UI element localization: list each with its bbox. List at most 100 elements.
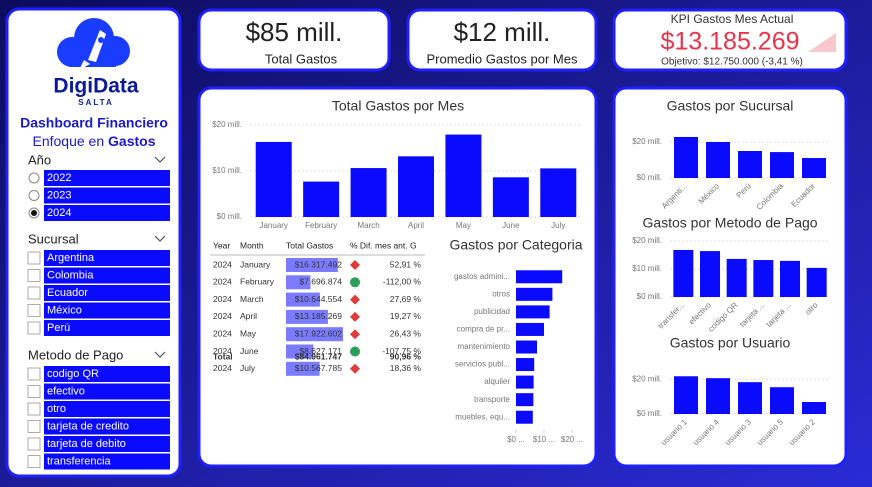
bar xyxy=(770,152,794,178)
filter-option-label[interactable]: Perú xyxy=(47,322,70,334)
table-cell: February xyxy=(240,277,275,287)
table-header: Total Gastos xyxy=(286,240,333,250)
sidebar-title: Dashboard Financiero xyxy=(20,115,168,131)
y-tick-label: $10 mill. xyxy=(632,264,662,273)
bar xyxy=(516,375,534,389)
filter-option[interactable] xyxy=(44,366,170,382)
checkbox[interactable] xyxy=(27,251,41,265)
filter-header: Año xyxy=(28,152,51,167)
y-tick-label: muebles, equ... xyxy=(455,412,510,421)
bar xyxy=(738,382,762,414)
filter-option[interactable] xyxy=(44,320,170,336)
y-tick-label: $0 mill. xyxy=(637,409,662,418)
status-icon xyxy=(350,363,360,374)
filter-option[interactable] xyxy=(44,401,170,417)
table-cell: June xyxy=(240,346,259,356)
radio[interactable] xyxy=(28,190,40,201)
status-icon xyxy=(350,294,360,305)
table-cell: 2024 xyxy=(213,363,232,373)
bar xyxy=(516,305,550,319)
data-bar xyxy=(286,361,320,376)
y-tick-label: $0 mill. xyxy=(637,173,662,182)
data-bar xyxy=(286,292,320,307)
data-bar xyxy=(286,327,343,342)
chart-title: Total Gastos por Mes xyxy=(332,98,464,114)
bar xyxy=(445,134,482,217)
chevron xyxy=(154,235,166,242)
table-total: $84.961.747 xyxy=(295,351,343,361)
filter-option[interactable] xyxy=(44,170,170,186)
kpi-panel xyxy=(197,8,391,72)
table-total: Total xyxy=(213,351,233,361)
filter-option-label[interactable]: transferencia xyxy=(47,455,111,467)
y-tick-label: $20 mill. xyxy=(632,137,662,146)
filter-option-label[interactable]: Argentina xyxy=(47,252,95,264)
checkbox[interactable] xyxy=(27,420,41,433)
sidebar-panel xyxy=(5,7,182,478)
filter-option-label[interactable]: efectivo xyxy=(47,385,85,397)
table-cell: $7.696.874 xyxy=(299,277,342,287)
checkbox[interactable] xyxy=(27,385,41,398)
table-cell: $16.317.492 xyxy=(295,259,343,269)
filter-option-label[interactable]: tarjeta de credito xyxy=(47,420,129,432)
filter-option-label[interactable]: México xyxy=(47,304,82,316)
radio-dot xyxy=(31,210,37,216)
chevron xyxy=(154,351,166,358)
bar xyxy=(674,376,698,414)
checkbox[interactable] xyxy=(27,269,41,282)
table-cell: 2024 xyxy=(213,346,232,356)
table-cell: April xyxy=(240,311,257,321)
table-cell: $10.644.554 xyxy=(295,294,343,304)
filter-option-label[interactable]: tarjeta de debito xyxy=(47,438,126,450)
table-cell: 2024 xyxy=(213,294,232,304)
table-cell: -107,75 % xyxy=(382,346,421,356)
kpi-panel xyxy=(612,8,848,72)
filter-option[interactable] xyxy=(44,453,170,470)
filter-option[interactable] xyxy=(44,285,170,301)
checkbox[interactable] xyxy=(27,286,41,300)
bar xyxy=(780,260,800,297)
filter-option[interactable] xyxy=(44,302,170,319)
kpi-label: Promedio Gastos por Mes xyxy=(426,51,578,66)
checkbox[interactable] xyxy=(27,455,41,468)
y-tick-label: otros xyxy=(492,289,510,298)
checkbox[interactable] xyxy=(27,437,41,451)
filter-option[interactable] xyxy=(44,436,170,452)
filter-option[interactable] xyxy=(44,267,170,284)
filter-option[interactable] xyxy=(44,187,170,204)
y-tick-label: compra de pr... xyxy=(457,325,510,334)
filter-option-label[interactable]: codigo QR xyxy=(47,368,99,380)
checkbox[interactable] xyxy=(27,304,41,317)
filter-option[interactable] xyxy=(44,205,170,221)
checkbox[interactable] xyxy=(27,402,41,416)
subtitle-emphasis: Gastos xyxy=(108,133,156,149)
bar xyxy=(492,177,529,217)
checkbox[interactable] xyxy=(27,321,41,335)
table-cell: $17.922.602 xyxy=(295,328,343,338)
checkbox[interactable] xyxy=(27,367,41,381)
table-cell: 2024 xyxy=(213,277,232,287)
x-tick-label: $20 ... xyxy=(561,435,583,444)
bar xyxy=(516,358,535,372)
bar xyxy=(516,410,533,424)
y-tick-label: $10 mill. xyxy=(212,166,242,175)
table-cell: 2024 xyxy=(213,259,232,269)
filter-option-label[interactable]: otro xyxy=(47,403,66,415)
filter-option-label[interactable]: 2023 xyxy=(47,189,71,201)
filter-option-label[interactable]: Colombia xyxy=(47,269,94,281)
bar xyxy=(806,267,827,297)
bar xyxy=(350,168,387,217)
y-tick-label: mantenimiento xyxy=(458,342,511,351)
radio[interactable] xyxy=(28,172,40,184)
filter-option[interactable] xyxy=(44,418,170,435)
kpi-label: Total Gastos xyxy=(265,51,338,66)
filter-option-label[interactable]: 2022 xyxy=(47,172,71,184)
filter-option-label[interactable]: Ecuador xyxy=(47,287,88,299)
filter-option[interactable] xyxy=(44,383,170,400)
x-tick-label: February xyxy=(305,221,337,230)
logo-region: SALTA xyxy=(78,98,113,107)
y-tick-label: servicios publ... xyxy=(455,360,510,369)
bar xyxy=(303,181,340,217)
filter-option[interactable] xyxy=(44,250,170,266)
filter-option-label[interactable]: 2024 xyxy=(47,207,71,219)
